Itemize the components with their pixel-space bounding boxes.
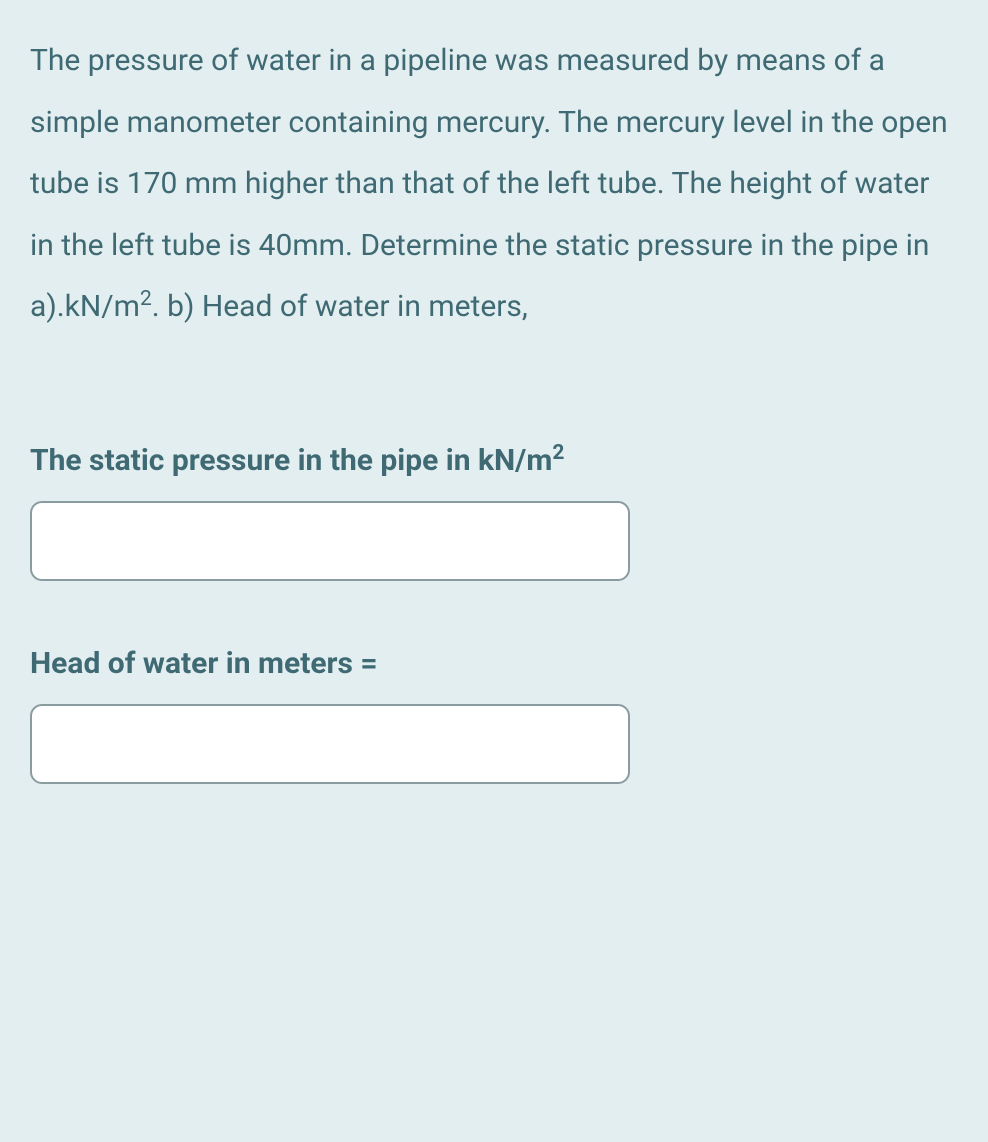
static-pressure-input[interactable]	[30, 501, 630, 581]
label-text-1: The static pressure in the pipe in kN/m	[30, 443, 552, 478]
field-group-head-water: Head of water in meters =	[30, 641, 958, 784]
label-text-2: Head of water in meters =	[30, 646, 378, 681]
question-superscript-1: 2	[140, 287, 152, 311]
head-water-label: Head of water in meters =	[30, 641, 958, 686]
question-text: The pressure of water in a pipeline was …	[30, 30, 958, 338]
head-water-input[interactable]	[30, 704, 630, 784]
question-part-1: The pressure of water in a pipeline was …	[30, 43, 948, 324]
label-sup-1: 2	[552, 441, 564, 465]
static-pressure-label: The static pressure in the pipe in kN/m2	[30, 438, 958, 483]
question-part-2: . b) Head of water in meters,	[152, 289, 528, 324]
field-group-static-pressure: The static pressure in the pipe in kN/m2	[30, 438, 958, 581]
